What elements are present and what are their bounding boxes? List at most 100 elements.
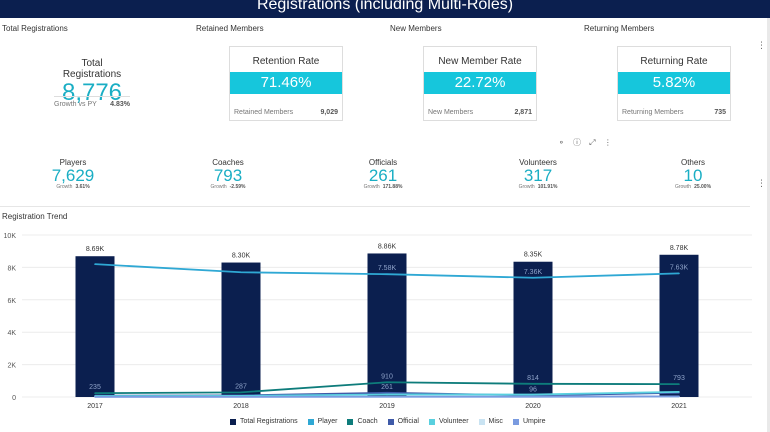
bar-data-label: 8.86K	[378, 243, 397, 250]
series-point-coach	[240, 391, 242, 394]
series-point-volunteer	[532, 393, 534, 396]
series-point-player	[678, 272, 680, 275]
coaches-kpi[interactable]: Coaches 793 Growth -2.59%	[183, 158, 273, 190]
officials-growth-value: 171.88%	[382, 184, 403, 190]
officials-value: 261	[368, 166, 398, 185]
registration-trend-chart[interactable]: 0 2K 4K 6K 8K 10K 8.69K 2017 8.30K 2018 8.86K 2019 8…	[0, 222, 770, 418]
others-growth-label: Growth	[674, 184, 692, 190]
volunteers-growth: Growth 101.91%	[493, 184, 583, 190]
new-member-rate-footer: New Members 2,871	[428, 109, 532, 116]
players-growth-value: 3.61%	[75, 184, 90, 190]
legend-item[interactable]: Volunteer	[428, 418, 469, 425]
series-point-umpire	[240, 396, 242, 398]
coaches-growth-value: -2.59%	[229, 184, 246, 190]
info-icon[interactable]: ⓘ	[572, 138, 581, 147]
series-data-label: 235	[89, 384, 101, 391]
new-members-value: 2,871	[514, 109, 532, 116]
legend-swatch	[307, 418, 314, 425]
returning-members-value: 735	[714, 109, 726, 116]
volunteers-growth-value: 101.91%	[537, 184, 558, 190]
edge-icon: ⋮	[757, 40, 766, 50]
players-growth: Growth 3.61%	[28, 184, 118, 190]
series-point-umpire	[678, 395, 680, 398]
others-kpi[interactable]: Others 10 Growth 25.00%	[648, 158, 738, 190]
series-point-player	[386, 273, 388, 276]
page-title-text: Registrations (including Multi-Roles)	[256, 0, 514, 13]
new-members-label: New Members	[428, 109, 474, 116]
total-registrations-card[interactable]: Total Registrations 8,776	[52, 58, 132, 105]
volunteers-label: Volunteers	[519, 158, 557, 167]
series-data-label: 910	[381, 373, 393, 380]
divider	[0, 206, 750, 207]
series-data-label: 96	[529, 386, 537, 393]
registration-trend-title: Registration Trend	[2, 212, 68, 221]
legend-item[interactable]: Total Registrations	[230, 418, 298, 425]
others-value: 10	[683, 166, 703, 185]
officials-growth-label: Growth	[363, 184, 380, 190]
new-member-rate-card[interactable]: New Member Rate 22.72% New Members 2,871	[423, 46, 537, 121]
legend-label: Volunteer	[438, 418, 469, 425]
series-point-volunteer	[386, 393, 388, 396]
series-data-label: 287	[235, 383, 247, 390]
legend-label: Misc	[488, 418, 503, 425]
section-retained-label: Retained Members	[196, 24, 264, 33]
section-total-label: Total Registrations	[2, 24, 68, 33]
series-point-player	[240, 271, 242, 274]
more-icon[interactable]: ⋮	[603, 138, 612, 147]
returning-rate-card[interactable]: Returning Rate 5.82% Returning Members 7…	[617, 46, 731, 121]
series-point-official	[386, 391, 388, 394]
returning-rate-value: 5.82%	[618, 72, 730, 94]
bar-data-label: 8.78K	[670, 245, 689, 252]
y-tick-label: 2K	[7, 363, 16, 370]
x-tick-label: 2018	[233, 403, 249, 410]
series-point-coach	[386, 381, 388, 384]
volunteers-kpi[interactable]: Volunteers 317 Growth 101.91%	[493, 158, 583, 190]
series-point-player	[94, 263, 96, 265]
officials-growth: Growth 171.88%	[338, 184, 428, 190]
series-data-label: 7.63K	[670, 264, 689, 271]
officials-kpi[interactable]: Officials 261 Growth 171.88%	[338, 158, 428, 190]
bar-data-label: 8.30K	[232, 253, 251, 260]
y-tick-label: 4K	[7, 330, 16, 337]
scrollbar[interactable]	[767, 18, 770, 432]
series-point-umpire	[532, 395, 534, 398]
expand-icon[interactable]: ⤢	[589, 138, 596, 147]
series-data-label: 7.58K	[378, 265, 397, 272]
series-point-umpire	[94, 396, 96, 398]
visual-toolbar: ⚬ ⓘ ⤢ ⋮	[558, 137, 618, 148]
series-data-label: 7.36K	[524, 269, 543, 276]
legend-item[interactable]: Coach	[347, 418, 378, 425]
retention-rate-footer: Retained Members 9,029	[234, 109, 338, 116]
legend-item[interactable]: Umpire	[512, 418, 546, 425]
bar-data-label: 8.35K	[524, 252, 543, 259]
x-tick-label: 2019	[379, 403, 395, 410]
retained-members-label: Retained Members	[234, 109, 294, 116]
series-point-coach	[532, 383, 534, 385]
legend-swatch	[347, 418, 354, 425]
returning-rate-title: Returning Rate	[640, 56, 708, 67]
series-point-volunteer	[678, 391, 680, 393]
legend-label: Umpire	[522, 418, 546, 425]
y-tick-label: 6K	[7, 298, 16, 305]
divider	[54, 96, 130, 97]
total-registrations-title: Total Registrations	[62, 58, 122, 80]
series-point-umpire	[386, 395, 388, 398]
retained-members-value: 9,029	[320, 109, 338, 116]
chart-legend: Total Registrations Player Coach Official Vo…	[230, 418, 546, 425]
players-kpi[interactable]: Players 7,629 Growth 3.61%	[28, 158, 118, 190]
coaches-value: 793	[213, 166, 243, 185]
retention-rate-card[interactable]: Retention Rate 71.46% Retained Members 9…	[229, 46, 343, 121]
bar-total-registrations	[513, 261, 553, 397]
series-point-coach	[678, 383, 680, 385]
legend-item[interactable]: Misc	[478, 418, 503, 425]
legend-label: Official	[397, 418, 419, 425]
legend-item[interactable]: Player	[307, 418, 337, 425]
retention-rate-title: Retention Rate	[252, 56, 320, 67]
series-point-coach	[94, 392, 96, 394]
lightbulb-icon[interactable]: ⚬	[558, 138, 565, 147]
players-label: Players	[59, 158, 87, 167]
players-growth-label: Growth	[56, 184, 73, 190]
bar-total-registrations	[75, 256, 115, 397]
legend-item[interactable]: Official	[387, 418, 419, 425]
total-growth-label: Growth vs PY	[54, 101, 97, 108]
